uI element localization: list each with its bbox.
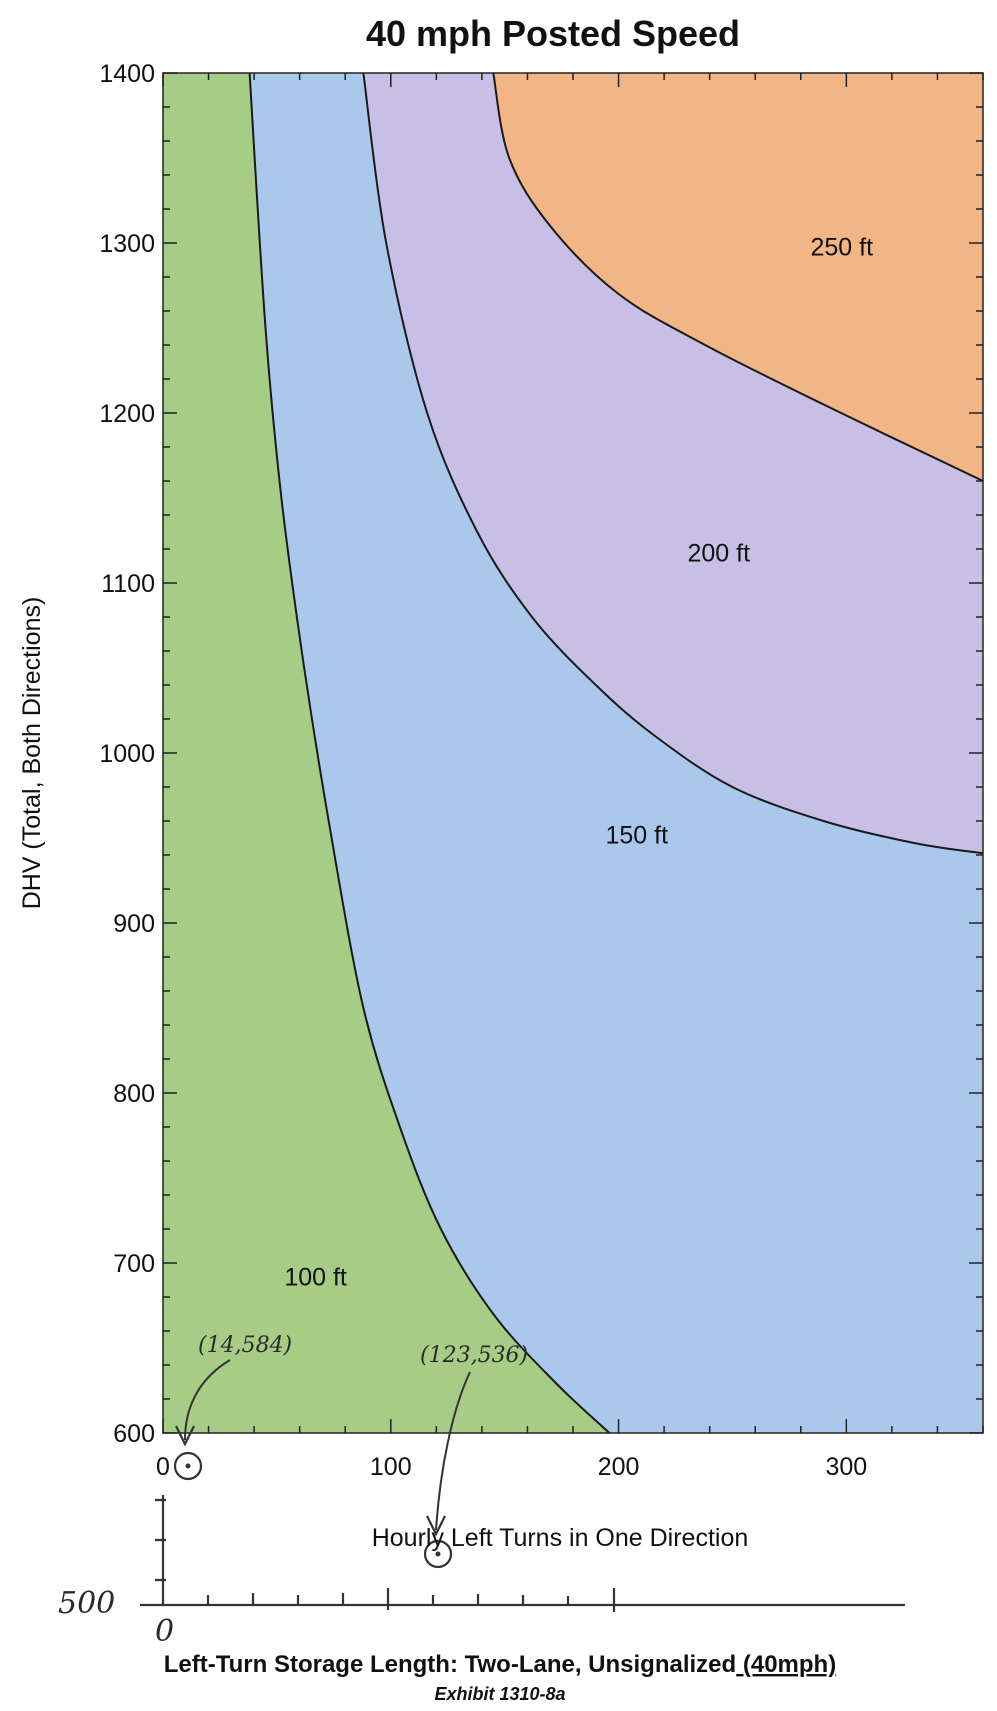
x-tick-label: 100 — [370, 1453, 412, 1481]
region-label: 250 ft — [810, 233, 873, 261]
annotation-arrow — [435, 1371, 471, 1531]
x-tick-labels: 0 100 200 300 — [156, 1453, 867, 1481]
exhibit-label: Exhibit 1310-8a — [434, 1684, 565, 1704]
annotation-arrowhead — [426, 1515, 446, 1537]
handwritten-annotations: (14,584) (123,536) — [173, 1333, 528, 1569]
caption-main: Left-Turn Storage Length: Two-Lane, Unsi… — [164, 1651, 736, 1678]
handwritten-zero-label: 0 — [155, 1614, 174, 1649]
y-tick-label: 700 — [113, 1250, 155, 1278]
boundary-line-3 — [492, 73, 983, 482]
chart-title: 40 mph Posted Speed — [366, 13, 740, 54]
annotation-arrowhead — [175, 1425, 195, 1447]
x-tick-label: 300 — [825, 1453, 867, 1481]
axis-ticks — [162, 72, 984, 1434]
extension-vertical-ticks — [155, 1498, 166, 1582]
y-tick-label: 1100 — [101, 570, 155, 598]
y-axis-label: DHV (Total, Both Directions) — [18, 597, 46, 910]
boundary-line-2 — [362, 73, 983, 855]
tick-marks — [162, 72, 984, 1434]
region-label: 200 ft — [687, 539, 750, 567]
caption-suffix: (40mph) — [736, 1651, 836, 1678]
annotation-circle — [173, 1451, 203, 1481]
x-tick-label: 0 — [156, 1453, 170, 1481]
handwritten-500-label: 500 — [58, 1586, 115, 1621]
extension-horizontal-ticks — [206, 1588, 616, 1612]
y-tick-label: 800 — [113, 1080, 155, 1108]
annotation-circle — [423, 1539, 453, 1569]
x-tick-label: 200 — [598, 1453, 640, 1481]
boundary-lines — [248, 73, 983, 1433]
region-250ft — [493, 73, 983, 481]
x-axis-label: Hourly Left Turns in One Direction — [372, 1524, 749, 1552]
y-tick-label: 1300 — [99, 230, 155, 258]
y-tick-label: 1200 — [99, 400, 155, 428]
y-tick-labels: 600 700 800 900 1000 1100 1200 1300 1400 — [99, 60, 155, 1448]
y-tick-label: 600 — [113, 1420, 155, 1448]
annotation-point — [435, 1551, 441, 1557]
annotation-point — [185, 1463, 191, 1469]
region-labels: 100 ft 150 ft 200 ft 250 ft — [284, 233, 873, 1291]
region-label: 100 ft — [284, 1264, 347, 1292]
annotation-label: (14,584) — [198, 1333, 292, 1358]
y-tick-label: 1000 — [99, 740, 155, 768]
y-tick-label: 1400 — [99, 60, 155, 88]
caption: Left-Turn Storage Length: Two-Lane, Unsi… — [164, 1651, 836, 1678]
plot-regions — [163, 73, 983, 1433]
handwritten-extension-axis — [140, 1495, 905, 1612]
y-tick-label: 900 — [113, 910, 155, 938]
boundary-line-1 — [248, 73, 611, 1433]
region-label: 150 ft — [605, 822, 668, 850]
annotation-label: (123,536) — [420, 1343, 528, 1368]
annotation-arrow — [184, 1359, 231, 1441]
